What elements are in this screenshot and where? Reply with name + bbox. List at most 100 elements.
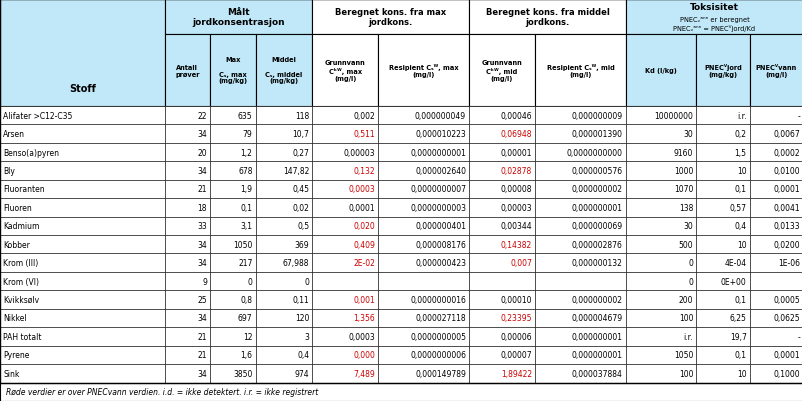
Text: 1,2: 1,2 xyxy=(241,148,253,157)
Text: 0,0000000007: 0,0000000007 xyxy=(410,185,465,194)
Text: 9160: 9160 xyxy=(673,148,692,157)
Text: 0,000000049: 0,000000049 xyxy=(415,111,465,120)
Bar xyxy=(534,180,625,198)
Bar xyxy=(625,125,695,144)
Text: 10: 10 xyxy=(736,166,746,176)
Bar xyxy=(468,144,534,162)
Text: i.r.: i.r. xyxy=(736,111,746,120)
Text: 0,00344: 0,00344 xyxy=(500,222,531,231)
Text: 0,511: 0,511 xyxy=(353,130,375,139)
Text: Krom (III): Krom (III) xyxy=(3,259,38,267)
Text: 678: 678 xyxy=(237,166,253,176)
Bar xyxy=(312,364,378,383)
Text: PNECⱽjord
(mg/kg): PNECⱽjord (mg/kg) xyxy=(703,64,741,78)
Bar xyxy=(378,125,468,144)
Text: 0,57: 0,57 xyxy=(729,203,746,213)
Text: 635: 635 xyxy=(237,111,253,120)
Bar xyxy=(0,383,802,401)
Bar xyxy=(210,272,255,291)
Text: Middel

Cₛ, middel
(mg/kg): Middel Cₛ, middel (mg/kg) xyxy=(265,57,302,84)
Bar xyxy=(210,107,255,125)
Bar xyxy=(695,162,749,180)
Text: 0,0003: 0,0003 xyxy=(348,332,375,341)
Bar xyxy=(534,217,625,235)
Bar xyxy=(468,0,625,35)
Text: 7,489: 7,489 xyxy=(353,369,375,378)
Bar xyxy=(695,198,749,217)
Bar xyxy=(210,364,255,383)
Bar xyxy=(625,217,695,235)
Text: Pyrene: Pyrene xyxy=(3,350,30,359)
Text: 33: 33 xyxy=(197,222,207,231)
Text: 0E+00: 0E+00 xyxy=(720,277,746,286)
Bar xyxy=(749,272,802,291)
Text: 0,000000001: 0,000000001 xyxy=(571,203,622,213)
Bar xyxy=(312,180,378,198)
Bar xyxy=(378,327,468,346)
Text: 0,4: 0,4 xyxy=(734,222,746,231)
Bar xyxy=(312,217,378,235)
Bar xyxy=(255,125,312,144)
Bar xyxy=(164,254,210,272)
Bar xyxy=(695,125,749,144)
Bar xyxy=(312,125,378,144)
Bar xyxy=(0,162,164,180)
Text: 0,000000002: 0,000000002 xyxy=(571,185,622,194)
Text: 34: 34 xyxy=(197,130,207,139)
Text: 34: 34 xyxy=(197,314,207,323)
Text: 100: 100 xyxy=(678,314,692,323)
Bar xyxy=(164,144,210,162)
Bar xyxy=(164,180,210,198)
Bar xyxy=(695,35,749,107)
Text: 0,000004679: 0,000004679 xyxy=(571,314,622,323)
Text: 369: 369 xyxy=(294,240,309,249)
Bar xyxy=(695,291,749,309)
Bar xyxy=(210,35,255,107)
Text: 0,0000000001: 0,0000000001 xyxy=(410,148,465,157)
Bar xyxy=(468,254,534,272)
Text: 10: 10 xyxy=(736,369,746,378)
Text: Kvikksølv: Kvikksølv xyxy=(3,295,39,304)
Bar xyxy=(625,162,695,180)
Bar xyxy=(534,254,625,272)
Bar xyxy=(749,144,802,162)
Bar xyxy=(468,162,534,180)
Text: 1,9: 1,9 xyxy=(241,185,253,194)
Text: Røde verdier er over PNECvann verdien. i.d. = ikke detektert. i.r. = ikke regist: Røde verdier er over PNECvann verdien. i… xyxy=(6,387,318,396)
Bar xyxy=(164,327,210,346)
Text: 1050: 1050 xyxy=(673,350,692,359)
Text: 0,001: 0,001 xyxy=(353,295,375,304)
Bar xyxy=(534,272,625,291)
Bar xyxy=(0,144,164,162)
Bar xyxy=(378,235,468,254)
Text: 0: 0 xyxy=(687,259,692,267)
Text: 9: 9 xyxy=(202,277,207,286)
Bar xyxy=(534,125,625,144)
Bar xyxy=(164,198,210,217)
Bar xyxy=(0,383,802,401)
Bar xyxy=(255,346,312,364)
Text: 19,7: 19,7 xyxy=(729,332,746,341)
Bar xyxy=(378,144,468,162)
Text: 0,0000000006: 0,0000000006 xyxy=(410,350,465,359)
Bar xyxy=(255,180,312,198)
Bar xyxy=(468,198,534,217)
Bar xyxy=(255,198,312,217)
Text: 0,409: 0,409 xyxy=(353,240,375,249)
Bar xyxy=(210,217,255,235)
Bar xyxy=(378,346,468,364)
Bar xyxy=(255,217,312,235)
Bar xyxy=(625,35,695,107)
Text: 0,5: 0,5 xyxy=(297,222,309,231)
Text: 2E-02: 2E-02 xyxy=(353,259,375,267)
Bar xyxy=(468,180,534,198)
Bar xyxy=(312,291,378,309)
Bar xyxy=(210,198,255,217)
Bar xyxy=(210,162,255,180)
Text: Toksisitet: Toksisitet xyxy=(689,3,738,12)
Text: 0,02: 0,02 xyxy=(292,203,309,213)
Text: 0,000149789: 0,000149789 xyxy=(415,369,465,378)
Text: 1050: 1050 xyxy=(233,240,253,249)
Text: 0,45: 0,45 xyxy=(292,185,309,194)
Bar xyxy=(534,35,625,107)
